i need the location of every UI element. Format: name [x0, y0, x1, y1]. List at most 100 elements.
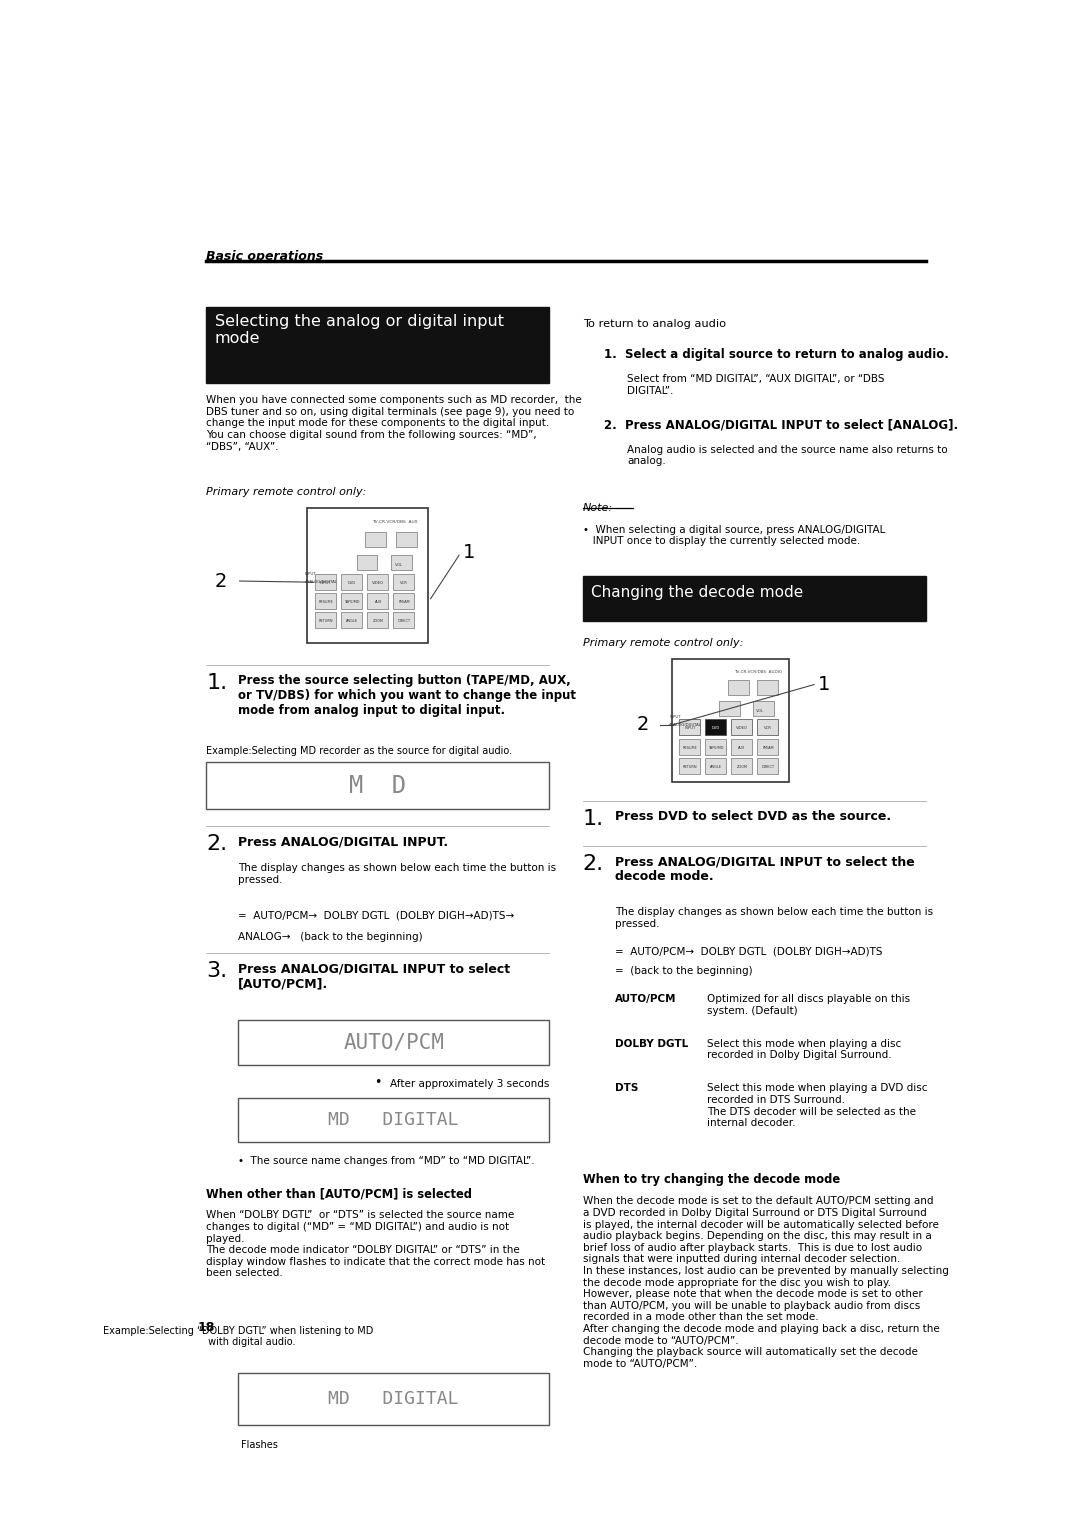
Bar: [731, 758, 752, 775]
Text: TV,CR,VCR/DBS  AUX: TV,CR,VCR/DBS AUX: [372, 520, 417, 524]
Bar: [367, 611, 389, 628]
Text: RESUME: RESUME: [319, 601, 333, 604]
Text: VIDEO: VIDEO: [737, 726, 748, 730]
Text: FM/AM: FM/AM: [399, 601, 410, 604]
Text: ANALOG→   (back to the beginning): ANALOG→ (back to the beginning): [238, 932, 422, 941]
Text: DVD: DVD: [712, 726, 720, 730]
Text: ANALOG/DIGITAL: ANALOG/DIGITAL: [305, 579, 338, 584]
Text: 1.: 1.: [583, 810, 604, 830]
Text: After approximately 3 seconds: After approximately 3 seconds: [390, 1079, 550, 1089]
Text: When you have connected some components such as MD recorder,  the
DBS tuner and : When you have connected some components …: [206, 396, 582, 452]
Bar: [206, 307, 550, 384]
Text: VOL: VOL: [395, 564, 403, 567]
Bar: [340, 575, 362, 590]
Text: Flashes: Flashes: [241, 1439, 279, 1450]
Text: RETURN: RETURN: [319, 619, 333, 623]
Bar: [365, 532, 386, 547]
Bar: [356, 555, 378, 570]
Text: DIRECT: DIRECT: [397, 619, 410, 623]
Text: 1: 1: [819, 675, 831, 694]
Text: 2.: 2.: [206, 834, 227, 854]
Text: MD   DIGITAL: MD DIGITAL: [328, 1111, 459, 1129]
Text: AUTO/PCM: AUTO/PCM: [343, 1033, 444, 1053]
Text: Primary remote control only:: Primary remote control only:: [206, 487, 366, 497]
Text: Press ANALOG/DIGITAL INPUT.: Press ANALOG/DIGITAL INPUT.: [238, 836, 448, 848]
Bar: [757, 718, 778, 735]
Text: DOLBY DGTL: DOLBY DGTL: [615, 1039, 688, 1048]
Text: AUX: AUX: [739, 746, 745, 750]
Text: The display changes as shown below each time the button is
pressed.: The display changes as shown below each …: [238, 863, 556, 885]
Text: ZOOM: ZOOM: [373, 619, 383, 623]
Text: Example:Selecting “DOLBY DGTL” when listening to MD
         with digital audio.: Example:Selecting “DOLBY DGTL” when list…: [103, 1326, 373, 1348]
Text: =  AUTO/PCM→  DOLBY DGTL  (DOLBY DIGH→AD)TS: = AUTO/PCM→ DOLBY DGTL (DOLBY DIGH→AD)TS: [615, 947, 882, 957]
Text: When the decode mode is set to the default AUTO/PCM setting and
a DVD recorded i: When the decode mode is set to the defau…: [583, 1196, 948, 1369]
Text: Note:: Note:: [583, 503, 613, 513]
Text: Changing the decode mode: Changing the decode mode: [591, 585, 804, 599]
Text: When to try changing the decode mode: When to try changing the decode mode: [583, 1174, 840, 1186]
Text: DVD: DVD: [348, 581, 355, 585]
Bar: [705, 738, 726, 755]
Text: 2.  Press ANALOG/DIGITAL INPUT to select [ANALOG].: 2. Press ANALOG/DIGITAL INPUT to select …: [604, 419, 958, 432]
Text: INPUT: INPUT: [670, 715, 680, 720]
Bar: [396, 532, 417, 547]
Text: TAPE/MD: TAPE/MD: [343, 601, 360, 604]
Text: 18: 18: [198, 1322, 215, 1334]
Text: VCR: VCR: [764, 726, 772, 730]
Text: ANALOG/DIGITAL: ANALOG/DIGITAL: [670, 723, 702, 727]
Text: 2.: 2.: [583, 854, 604, 874]
Bar: [238, 1019, 550, 1065]
Bar: [679, 738, 700, 755]
Text: 2: 2: [215, 571, 227, 590]
Text: ANGLE: ANGLE: [711, 764, 723, 769]
Text: M  D: M D: [349, 773, 406, 798]
Bar: [757, 758, 778, 775]
Bar: [705, 718, 726, 735]
Bar: [393, 611, 415, 628]
Bar: [583, 576, 926, 620]
Bar: [314, 611, 336, 628]
Text: Select from “MD DIGITAL”, “AUX DIGITAL”, or “DBS
DIGITAL”.: Select from “MD DIGITAL”, “AUX DIGITAL”,…: [627, 374, 885, 396]
Bar: [340, 611, 362, 628]
Text: VOL: VOL: [756, 709, 765, 714]
Text: INPUT: INPUT: [320, 581, 332, 585]
Bar: [206, 762, 550, 810]
Text: ANGLE: ANGLE: [346, 619, 357, 623]
Text: INPUT: INPUT: [305, 571, 316, 576]
Text: •: •: [374, 1076, 381, 1089]
Bar: [731, 738, 752, 755]
Bar: [238, 1372, 550, 1424]
Bar: [705, 758, 726, 775]
Bar: [393, 593, 415, 610]
Bar: [367, 593, 389, 610]
Text: •  When selecting a digital source, press ANALOG/DIGITAL
   INPUT once to displa: • When selecting a digital source, press…: [583, 524, 886, 545]
Bar: [757, 738, 778, 755]
Bar: [367, 575, 389, 590]
Text: •  The source name changes from “MD” to “MD DIGITAL”.: • The source name changes from “MD” to “…: [238, 1157, 535, 1166]
Text: Press ANALOG/DIGITAL INPUT to select
[AUTO/PCM].: Press ANALOG/DIGITAL INPUT to select [AU…: [238, 963, 510, 990]
Text: FM/AM: FM/AM: [762, 746, 773, 750]
Text: Example:Selecting MD recorder as the source for digital audio.: Example:Selecting MD recorder as the sou…: [206, 746, 512, 756]
Text: 2: 2: [636, 715, 649, 733]
Bar: [728, 680, 748, 695]
Text: RESUME: RESUME: [683, 746, 698, 750]
Text: AUX: AUX: [375, 601, 382, 604]
Text: Selecting the analog or digital input
mode: Selecting the analog or digital input mo…: [215, 313, 503, 347]
Text: MD   DIGITAL: MD DIGITAL: [328, 1390, 459, 1407]
Text: INPUT: INPUT: [685, 726, 696, 730]
Text: =  (back to the beginning): = (back to the beginning): [615, 966, 753, 976]
Bar: [679, 758, 700, 775]
Text: 1.: 1.: [206, 672, 227, 692]
Text: When other than [AUTO/PCM] is selected: When other than [AUTO/PCM] is selected: [206, 1187, 472, 1199]
Text: VCR: VCR: [401, 581, 408, 585]
Bar: [753, 701, 774, 717]
Text: Optimized for all discs playable on this
system. (Default): Optimized for all discs playable on this…: [706, 995, 909, 1016]
Text: Select this mode when playing a DVD disc
recorded in DTS Surround.
The DTS decod: Select this mode when playing a DVD disc…: [706, 1083, 927, 1128]
Text: Basic operations: Basic operations: [206, 251, 323, 263]
Bar: [340, 593, 362, 610]
Text: AUTO/PCM: AUTO/PCM: [615, 995, 676, 1004]
Bar: [679, 718, 700, 735]
Bar: [238, 1097, 550, 1143]
Bar: [307, 509, 428, 643]
Text: =  AUTO/PCM→  DOLBY DGTL  (DOLBY DIGH→AD)TS→: = AUTO/PCM→ DOLBY DGTL (DOLBY DIGH→AD)TS…: [238, 911, 514, 920]
Text: DIRECT: DIRECT: [761, 764, 774, 769]
